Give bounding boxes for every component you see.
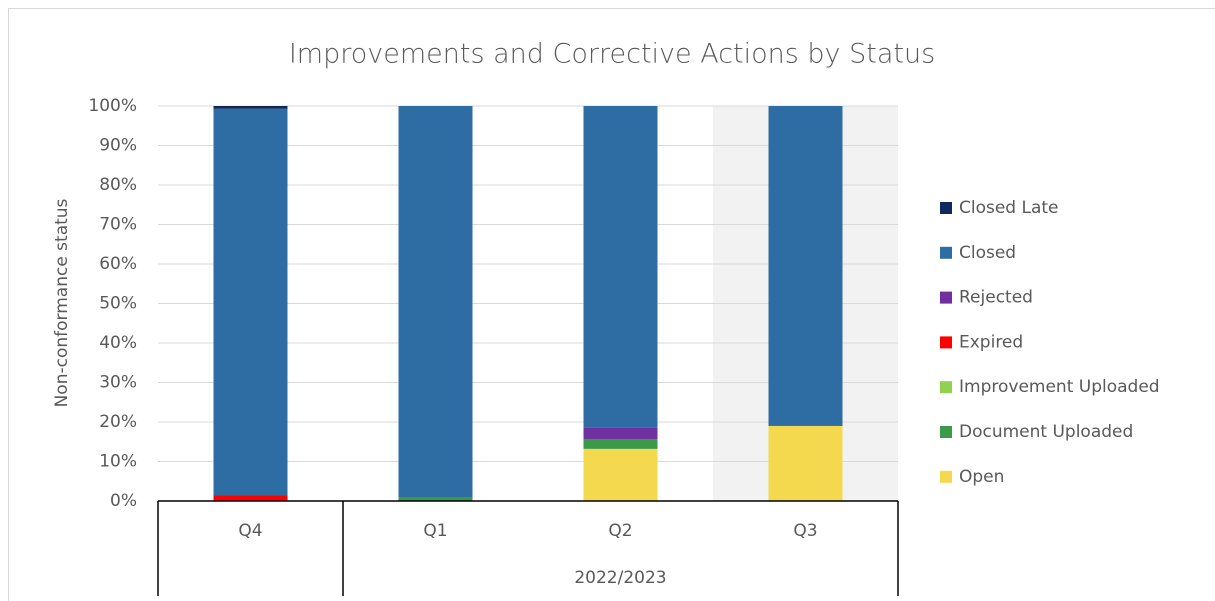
legend-swatch bbox=[940, 336, 952, 349]
bar-segment bbox=[583, 438, 658, 449]
legend-label: Document Uploaded bbox=[959, 422, 1133, 442]
y-tick-label: 30% bbox=[99, 373, 137, 393]
legend-swatch bbox=[940, 381, 952, 394]
x-tick-label: Q4 bbox=[238, 521, 262, 541]
bar-segment bbox=[213, 108, 288, 496]
y-tick-label: 50% bbox=[99, 294, 137, 314]
bar-segment bbox=[213, 106, 288, 109]
bar-segment bbox=[583, 106, 658, 428]
bar-segment bbox=[583, 448, 658, 501]
chart-title: Improvements and Corrective Actions by S… bbox=[289, 39, 935, 70]
bar-segment bbox=[398, 106, 473, 498]
y-tick-label: 70% bbox=[99, 215, 137, 235]
y-tick-label: 80% bbox=[99, 175, 137, 195]
group-label: 2022/2023 bbox=[574, 568, 666, 588]
bar-segment bbox=[768, 106, 843, 426]
y-tick-label: 10% bbox=[99, 452, 137, 472]
legend-label: Closed Late bbox=[959, 198, 1059, 218]
legend-swatch bbox=[940, 426, 952, 438]
legend-label: Expired bbox=[959, 332, 1023, 352]
x-tick-label: Q2 bbox=[608, 521, 632, 541]
x-tick-label: Q3 bbox=[793, 521, 817, 541]
y-tick-label: 40% bbox=[99, 333, 137, 353]
legend-swatch bbox=[940, 246, 952, 259]
bar-segment bbox=[213, 495, 288, 501]
y-tick-label: 100% bbox=[88, 96, 137, 116]
legend-label: Closed bbox=[959, 243, 1016, 263]
legend-swatch bbox=[940, 470, 952, 483]
legend-swatch bbox=[940, 202, 952, 214]
bar-segment bbox=[768, 425, 843, 501]
y-tick-label: 60% bbox=[99, 254, 137, 274]
bar-segment bbox=[583, 427, 658, 439]
y-tick-label: 20% bbox=[99, 412, 137, 432]
legend-label: Rejected bbox=[959, 288, 1033, 308]
y-tick-label: 90% bbox=[99, 136, 137, 156]
y-tick-label: 0% bbox=[110, 491, 137, 511]
x-tick-label: Q1 bbox=[423, 521, 447, 541]
y-axis-title: Non-conformance status bbox=[52, 198, 72, 407]
bar-segment bbox=[398, 497, 473, 501]
legend-swatch bbox=[940, 291, 952, 304]
legend-label: Improvement Uploaded bbox=[959, 377, 1160, 397]
chart-border bbox=[8, 8, 1215, 601]
legend-label: Open bbox=[959, 467, 1004, 487]
